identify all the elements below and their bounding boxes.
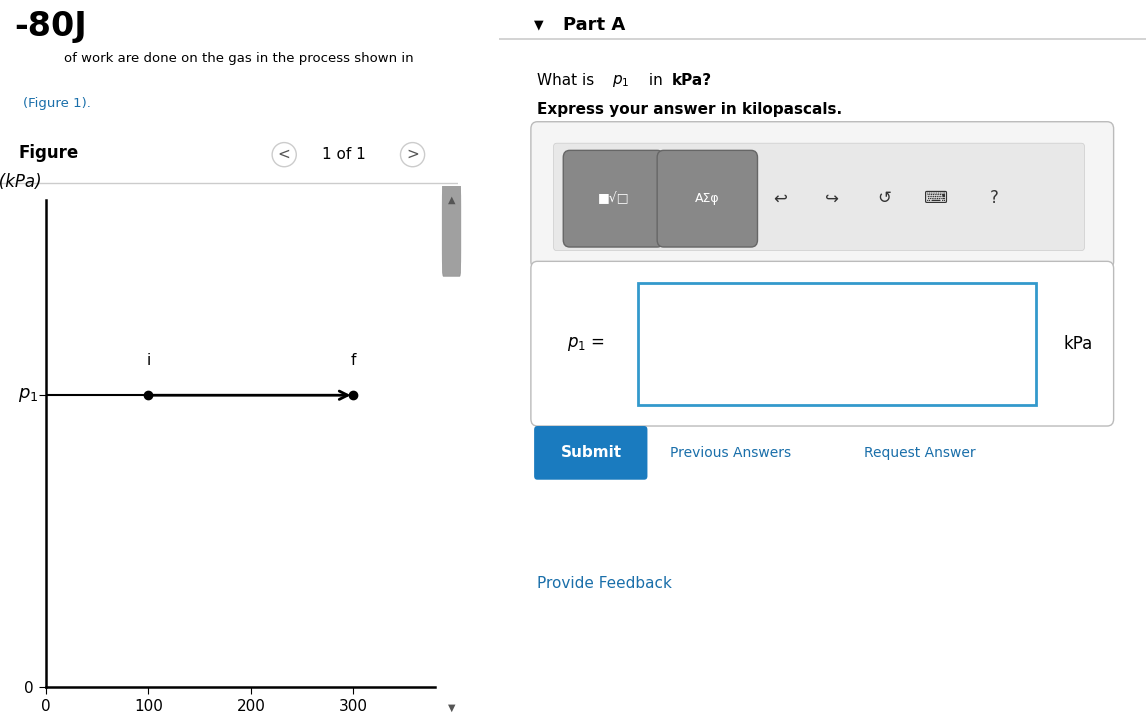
Text: -80J: -80J	[14, 10, 86, 43]
Text: ↩: ↩	[774, 189, 787, 208]
Text: >: >	[406, 147, 419, 162]
Text: ■√□: ■√□	[598, 192, 629, 205]
FancyBboxPatch shape	[554, 143, 1084, 251]
Text: of work are done on the gas in the process shown in: of work are done on the gas in the proce…	[64, 52, 414, 64]
Text: ↪: ↪	[825, 189, 839, 208]
Text: kPa?: kPa?	[672, 74, 712, 88]
Text: 1 of 1: 1 of 1	[322, 147, 366, 162]
Text: p (kPa): p (kPa)	[0, 173, 42, 190]
Text: ?: ?	[989, 189, 998, 208]
Text: What is: What is	[537, 74, 599, 88]
Text: $p_1$: $p_1$	[17, 386, 38, 405]
FancyBboxPatch shape	[637, 283, 1036, 405]
FancyBboxPatch shape	[442, 181, 461, 276]
Text: Provide Feedback: Provide Feedback	[537, 576, 673, 591]
Text: in: in	[644, 74, 668, 88]
Text: Submit: Submit	[560, 445, 621, 460]
Text: ▼: ▼	[534, 19, 543, 32]
FancyBboxPatch shape	[534, 426, 647, 480]
FancyBboxPatch shape	[531, 122, 1114, 268]
Text: $p_1$ =: $p_1$ =	[567, 334, 605, 353]
Text: ▲: ▲	[448, 195, 455, 204]
Text: (Figure 1).: (Figure 1).	[23, 97, 91, 110]
Text: AΣφ: AΣφ	[694, 192, 720, 205]
Text: <: <	[277, 147, 291, 162]
Text: kPa: kPa	[1063, 334, 1092, 353]
FancyBboxPatch shape	[531, 261, 1114, 426]
Text: i: i	[147, 354, 150, 369]
Text: f: f	[351, 354, 356, 369]
Text: ⌨: ⌨	[924, 189, 948, 208]
Text: Part A: Part A	[564, 16, 626, 34]
Text: Previous Answers: Previous Answers	[670, 445, 791, 460]
Text: ↺: ↺	[877, 189, 890, 208]
FancyBboxPatch shape	[564, 150, 664, 247]
Text: Express your answer in kilopascals.: Express your answer in kilopascals.	[537, 102, 842, 117]
Text: Request Answer: Request Answer	[864, 445, 976, 460]
Text: Figure: Figure	[18, 144, 79, 162]
FancyBboxPatch shape	[657, 150, 758, 247]
Text: ▼: ▼	[448, 703, 455, 713]
Text: $p_1$: $p_1$	[612, 73, 629, 89]
